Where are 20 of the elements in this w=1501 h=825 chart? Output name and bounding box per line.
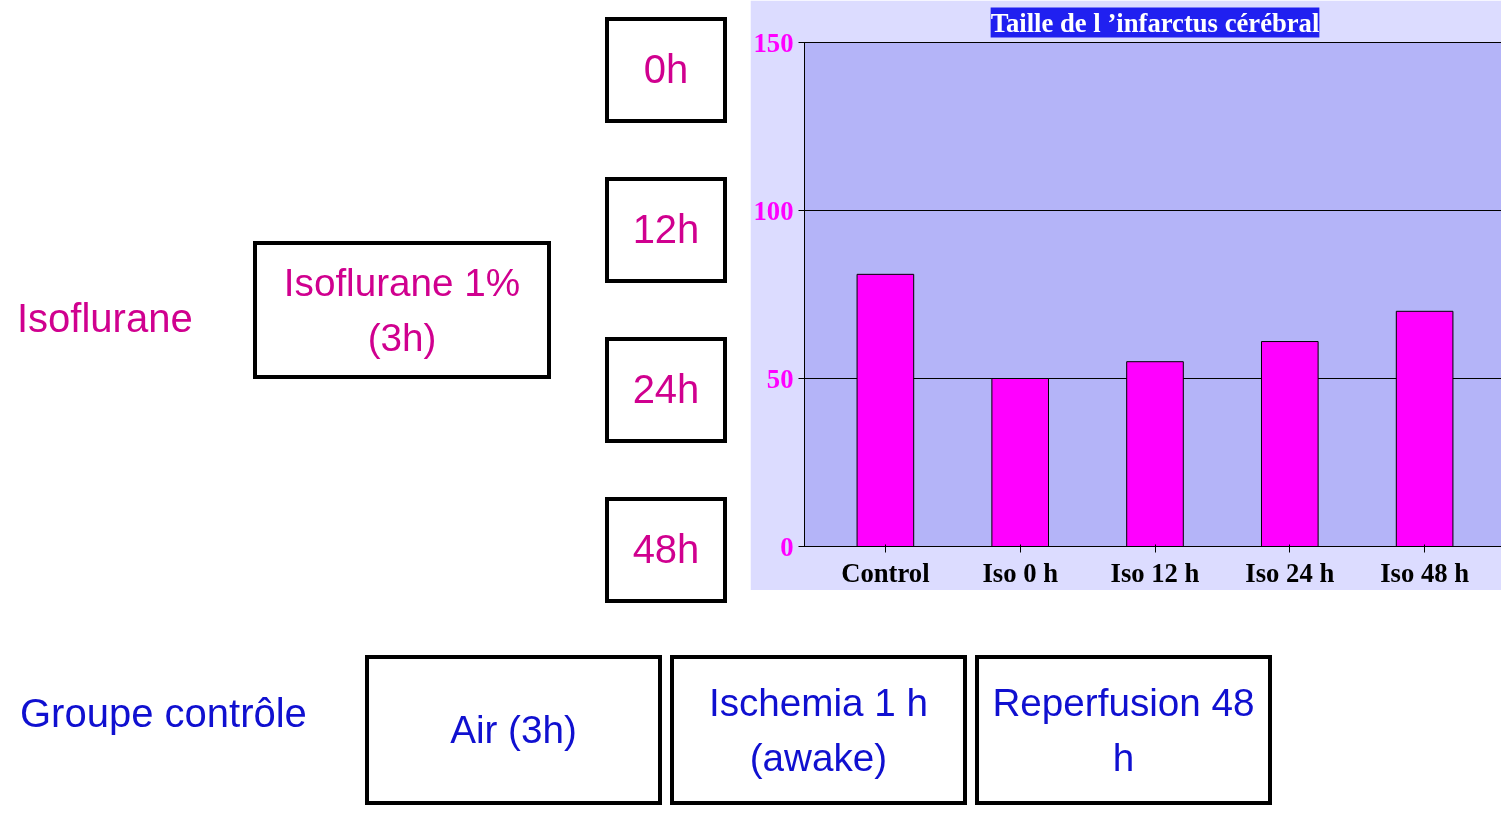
x-tick-label: Iso 0 h	[982, 557, 1059, 588]
text: 0h	[605, 17, 727, 123]
text: 12h	[605, 177, 727, 283]
chart-title: Taille de l ’infarctus cérébral	[990, 7, 1320, 38]
y-tick-label: 0	[780, 531, 794, 562]
text: 24h	[605, 337, 727, 443]
x-tick-label: Iso 24 h	[1245, 557, 1335, 588]
x-tick-label: Control	[841, 557, 930, 588]
text: Ischemia 1 h (awake)	[670, 655, 967, 805]
text: 48h	[605, 497, 727, 603]
text: Air (3h)	[365, 655, 662, 805]
text: Groupe contrôle	[20, 690, 307, 737]
text: Isoflurane	[17, 295, 193, 342]
x-tick-label: Iso 12 h	[1110, 557, 1200, 588]
y-tick-label: 100	[753, 195, 794, 226]
text: Isoflurane 1% (3h)	[253, 241, 551, 379]
y-tick-label: 50	[766, 363, 794, 394]
text: Reperfusion 48 h	[975, 655, 1272, 805]
x-tick-label: Iso 48 h	[1380, 557, 1470, 588]
y-tick-label: 150	[753, 27, 794, 58]
